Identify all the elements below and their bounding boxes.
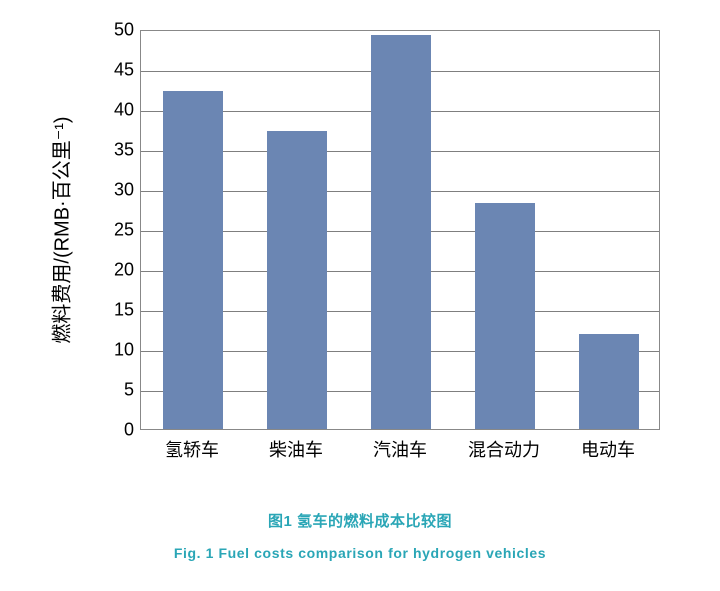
ytick-label: 10 (94, 340, 134, 361)
bar (579, 334, 639, 429)
ytick-label: 35 (94, 140, 134, 161)
plot-area (140, 30, 660, 430)
ytick-label: 40 (94, 100, 134, 121)
ytick-label: 5 (94, 380, 134, 401)
y-axis-label: 燃料费用/(RMB·百公里⁻¹) (46, 116, 75, 343)
xtick-label: 电动车 (556, 436, 660, 462)
bar (163, 91, 223, 429)
ytick-label: 25 (94, 220, 134, 241)
caption-english: Fig. 1 Fuel costs comparison for hydroge… (20, 545, 700, 561)
ytick-label: 50 (94, 20, 134, 41)
xtick-label: 混合动力 (452, 436, 556, 462)
ytick-label: 0 (94, 420, 134, 441)
ytick-label: 15 (94, 300, 134, 321)
xtick-label: 汽油车 (348, 436, 452, 462)
ytick-label: 45 (94, 60, 134, 81)
chart-container: 燃料费用/(RMB·百公里⁻¹) 05101520253035404550氢轿车… (50, 20, 670, 480)
ytick-label: 20 (94, 260, 134, 281)
ytick-label: 30 (94, 180, 134, 201)
bar (371, 35, 431, 429)
bar (267, 131, 327, 429)
xtick-label: 柴油车 (244, 436, 348, 462)
bar (475, 203, 535, 429)
xtick-label: 氢轿车 (140, 436, 244, 462)
caption-chinese: 图1 氢车的燃料成本比较图 (20, 510, 700, 531)
